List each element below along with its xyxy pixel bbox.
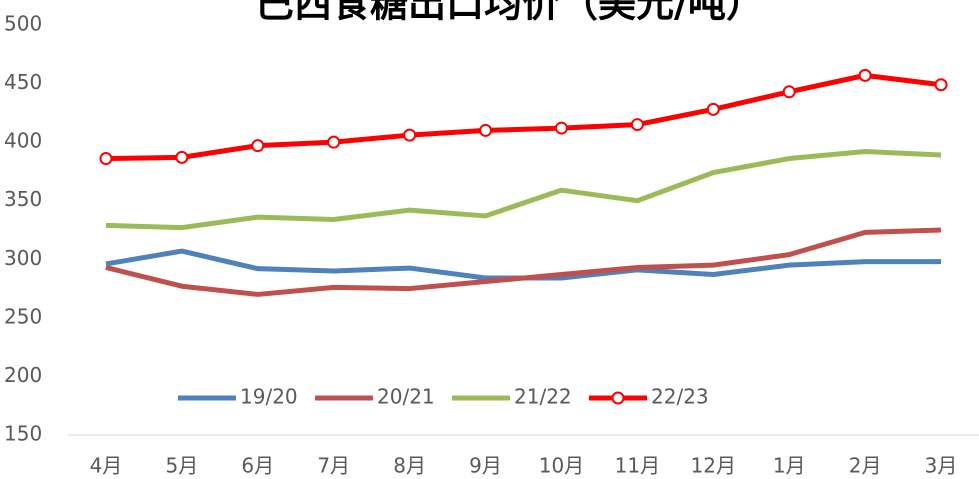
chart-title: 巴西食糖出口均价（美元/吨）: [256, 0, 764, 26]
point-marker: [934, 78, 948, 92]
point-marker: [630, 118, 644, 132]
point-marker: [479, 123, 493, 137]
x-tick-label: 6月: [241, 454, 274, 478]
y-tick-label: 450: [4, 70, 42, 94]
point-marker: [175, 150, 189, 164]
x-tick-label: 4月: [90, 454, 123, 478]
legend-label: 22/23: [651, 385, 709, 409]
series-line: [105, 227, 942, 297]
x-tick-label: 1月: [773, 454, 806, 478]
y-tick-label: 250: [4, 304, 42, 328]
point-marker: [554, 121, 568, 135]
legend-marker: [611, 391, 625, 405]
x-tick-label: 5月: [166, 454, 199, 478]
series-line: [105, 248, 942, 281]
y-tick-label: 400: [4, 129, 42, 153]
x-tick-label: 12月: [691, 454, 736, 478]
series-line: [105, 72, 942, 162]
x-tick-label: 8月: [393, 454, 426, 478]
x-tick-label: 10月: [539, 454, 584, 478]
point-marker: [327, 135, 341, 149]
legend-label: 21/22: [514, 385, 572, 409]
legend-label: 19/20: [240, 385, 298, 409]
point-marker: [251, 139, 265, 153]
y-tick-label: 350: [4, 187, 42, 211]
point-marker: [782, 85, 796, 99]
point-marker: [858, 68, 872, 82]
y-tick-label: 150: [4, 422, 42, 446]
series-line: [105, 149, 942, 231]
y-tick-label: 300: [4, 246, 42, 270]
x-tick-label: 11月: [615, 454, 660, 478]
point-marker: [706, 102, 720, 116]
legend-label: 20/21: [377, 385, 435, 409]
y-tick-label: 500: [4, 12, 42, 36]
x-tick-label: 9月: [469, 454, 502, 478]
point-marker: [99, 152, 113, 166]
x-tick-label: 2月: [849, 454, 882, 478]
x-tick-label: 3月: [925, 454, 958, 478]
x-tick-label: 7月: [317, 454, 350, 478]
point-marker: [403, 128, 417, 142]
y-tick-label: 200: [4, 363, 42, 387]
